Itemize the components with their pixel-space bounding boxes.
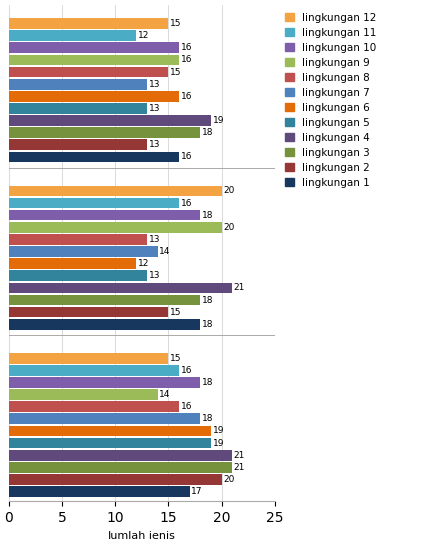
Bar [9,474,222,485]
Text: 16: 16 [181,366,192,375]
Bar [9,282,232,293]
Text: 18: 18 [202,211,214,219]
Text: 20: 20 [223,223,234,232]
Text: 13: 13 [149,80,160,89]
Text: 19: 19 [213,426,224,436]
Bar [9,43,179,53]
Bar [9,271,147,281]
Text: 18: 18 [202,295,214,305]
Text: 20: 20 [223,475,234,484]
Text: 21: 21 [234,463,245,472]
Bar [9,18,168,29]
Bar [9,185,222,196]
Text: 12: 12 [138,31,149,40]
Text: 18: 18 [202,128,214,137]
Bar [9,222,222,233]
Bar [9,79,147,89]
X-axis label: Jumlah jenis: Jumlah jenis [108,530,176,539]
Bar [9,438,211,448]
Bar [9,307,168,317]
Text: 16: 16 [181,43,192,52]
Text: 18: 18 [202,414,214,423]
Bar [9,127,200,138]
Text: 15: 15 [170,308,182,316]
Text: 19: 19 [213,439,224,447]
Bar [9,234,147,245]
Text: 15: 15 [170,354,182,363]
Text: 14: 14 [159,390,171,399]
Bar [9,151,179,162]
Text: 18: 18 [202,378,214,387]
Text: 14: 14 [159,247,171,256]
Text: 16: 16 [181,402,192,411]
Legend: lingkungan 12, lingkungan 11, lingkungan 10, lingkungan 9, lingkungan 8, lingkun: lingkungan 12, lingkungan 11, lingkungan… [283,11,379,190]
Bar [9,319,200,329]
Bar [9,91,179,102]
Bar [9,103,147,114]
Bar [9,140,147,150]
Text: 13: 13 [149,235,160,244]
Bar [9,402,179,412]
Bar [9,426,211,436]
Bar [9,115,211,126]
Bar [9,377,200,388]
Bar [9,450,232,460]
Text: 17: 17 [191,487,203,496]
Bar [9,258,136,269]
Text: 16: 16 [181,198,192,208]
Text: 16: 16 [181,92,192,101]
Bar [9,462,232,473]
Text: 13: 13 [149,104,160,113]
Bar [9,30,136,41]
Bar [9,413,200,424]
Bar [9,295,200,305]
Text: 21: 21 [234,451,245,460]
Bar [9,486,190,497]
Text: 15: 15 [170,67,182,77]
Bar [9,210,200,220]
Text: 19: 19 [213,116,224,125]
Text: 18: 18 [202,320,214,329]
Text: 12: 12 [138,259,149,268]
Bar [9,54,179,65]
Text: 16: 16 [181,153,192,162]
Bar [9,198,179,209]
Bar [9,389,158,400]
Text: 13: 13 [149,140,160,149]
Text: 21: 21 [234,284,245,292]
Text: 16: 16 [181,56,192,65]
Bar [9,67,168,78]
Bar [9,353,168,363]
Text: 20: 20 [223,186,234,196]
Text: 13: 13 [149,271,160,280]
Bar [9,365,179,376]
Text: 15: 15 [170,19,182,28]
Bar [9,246,158,257]
